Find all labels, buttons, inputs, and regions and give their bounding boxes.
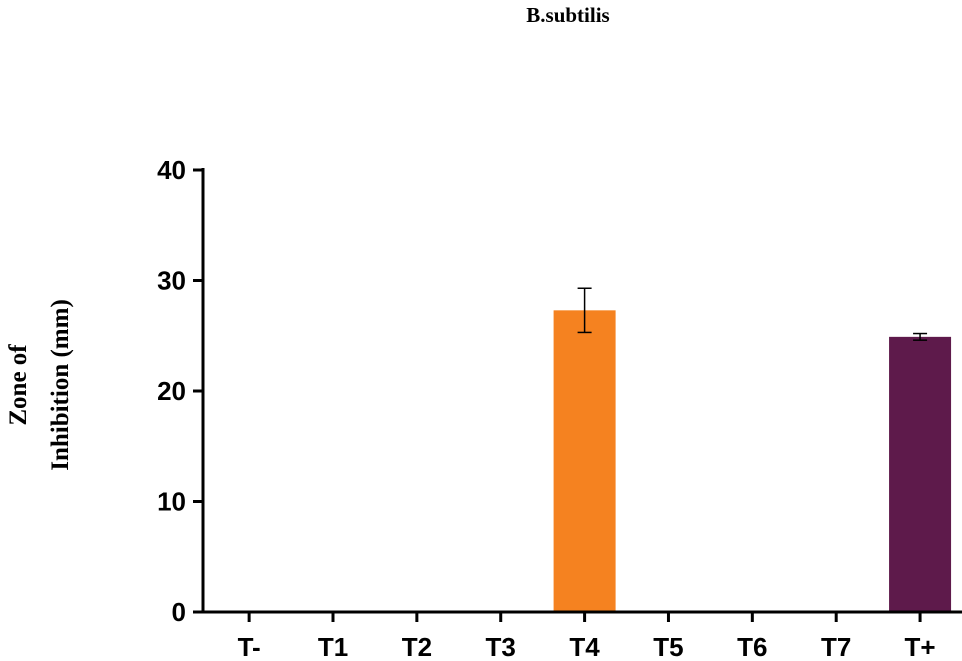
y-tick-label: 10 — [157, 487, 186, 517]
chart-title: B.subtilis — [526, 3, 609, 27]
x-tick-label: T2 — [402, 632, 432, 661]
y-tick-label: 40 — [157, 155, 186, 185]
y-axis-label-line-1: Zone of — [5, 344, 32, 426]
x-tick-label: T3 — [486, 632, 516, 661]
x-tick-label: T4 — [569, 632, 600, 661]
y-axis-ticks: 0 10 20 30 40 — [157, 155, 203, 627]
y-axis-label-line-2: Inhibition (mm) — [47, 299, 74, 471]
x-tick-label: T6 — [737, 632, 767, 661]
bars — [553, 287, 952, 612]
bar-T4 — [553, 310, 616, 612]
x-tick-label: T- — [238, 632, 261, 661]
y-axis-label: Zone of Inhibition (mm) — [5, 299, 74, 471]
x-tick-label: T+ — [905, 632, 936, 661]
error-bar-T4 — [577, 287, 592, 334]
x-tick-label: T1 — [318, 632, 348, 661]
error-bar-T+ — [913, 332, 928, 341]
y-tick-label: 0 — [172, 597, 186, 627]
x-tick-label: T7 — [821, 632, 851, 661]
x-tick-label: T5 — [653, 632, 683, 661]
x-axis-ticks: T- T1 T2 T3 T4 T5 T6 T7 T+ — [238, 612, 936, 661]
y-tick-label: 30 — [157, 266, 186, 296]
bar-T+ — [889, 336, 952, 612]
y-tick-label: 20 — [157, 376, 186, 406]
